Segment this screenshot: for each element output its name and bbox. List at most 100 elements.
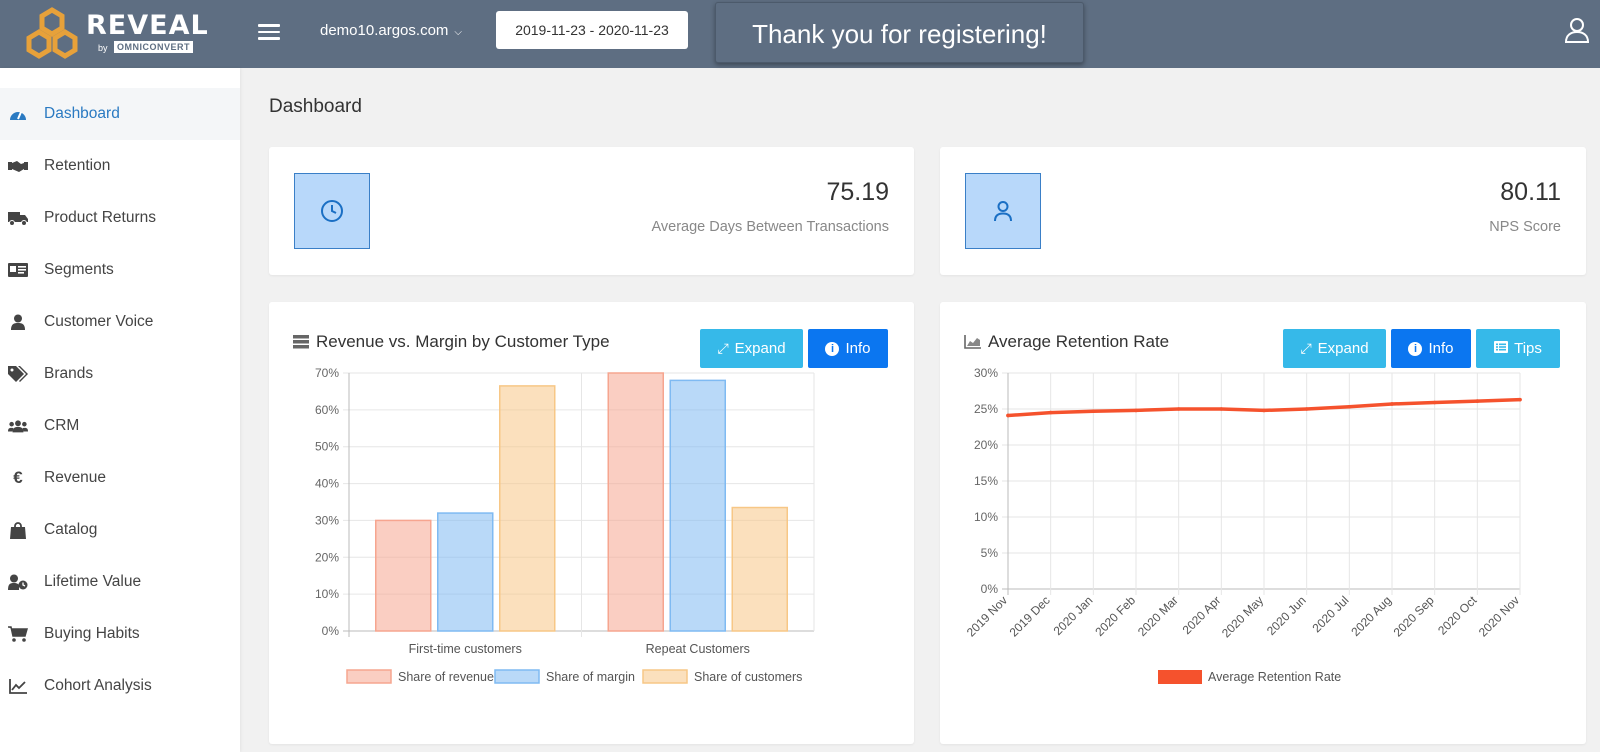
sidebar-item-label: Customer Voice <box>44 313 154 330</box>
x-tick-label: 2020 Apr <box>1180 593 1224 637</box>
tips-label: Tips <box>1514 340 1542 357</box>
toast-notification: Thank you for registering! <box>715 2 1084 63</box>
sidebar-item-brands[interactable]: Brands <box>0 348 240 400</box>
sidebar-item-label: Cohort Analysis <box>44 677 152 694</box>
cart-icon <box>8 624 28 644</box>
shopping-bag-icon <box>8 520 28 540</box>
legend-label: Share of customers <box>694 670 802 684</box>
gauge-icon <box>8 104 28 124</box>
data-point <box>1006 413 1010 418</box>
sidebar-item-label: Revenue <box>44 469 107 486</box>
legend-swatch <box>494 669 540 684</box>
line-chart-icon <box>8 676 28 696</box>
user-clock-icon <box>8 572 28 592</box>
expand-button[interactable]: ⤢ Expand <box>1283 329 1386 368</box>
handshake-icon <box>8 156 28 176</box>
hamburger-icon-line <box>258 37 280 40</box>
sidebar-item-revenue[interactable]: € Revenue <box>0 452 240 504</box>
bar <box>375 519 432 632</box>
expand-button[interactable]: ⤢ Expand <box>700 329 803 368</box>
expand-label: Expand <box>1317 340 1369 357</box>
sidebar-item-label: Segments <box>44 261 114 278</box>
area-chart-icon <box>964 335 981 349</box>
bar <box>607 372 664 632</box>
logo[interactable]: REVEAL by OMNICONVERT <box>22 6 208 62</box>
brand-by: by <box>98 43 108 53</box>
sidebar-item-label: Lifetime Value <box>44 573 142 590</box>
legend-label: Share of revenue <box>398 670 494 684</box>
chart-title: Revenue vs. Margin by Customer Type <box>293 332 610 352</box>
sidebar-item-label: Buying Habits <box>44 625 140 642</box>
sidebar-item-lifetime-value[interactable]: Lifetime Value <box>0 556 240 608</box>
list-icon <box>1494 340 1509 357</box>
info-button[interactable]: i Info <box>1391 329 1471 368</box>
top-bar: REVEAL by OMNICONVERT demo10.argos.com ⌵ … <box>0 0 1600 68</box>
hamburger-icon-line <box>258 24 280 27</box>
sidebar-item-buying-habits[interactable]: Buying Habits <box>0 608 240 660</box>
sidebar-item-catalog[interactable]: Catalog <box>0 504 240 556</box>
sidebar-item-dashboard[interactable]: Dashboard <box>0 88 240 140</box>
date-range-picker[interactable]: 2019-11-23 - 2020-11-23 <box>496 11 688 49</box>
data-point <box>1091 409 1096 413</box>
data-point <box>1347 405 1352 409</box>
id-card-icon <box>8 260 28 280</box>
y-tick-label: 30% <box>315 513 339 527</box>
sidebar: Dashboard Retention Product Returns Segm… <box>0 68 240 752</box>
tips-button[interactable]: Tips <box>1476 329 1560 368</box>
truck-icon <box>8 208 28 228</box>
data-point <box>1304 407 1309 411</box>
y-tick-label: 15% <box>974 474 998 488</box>
x-tick-label: 2020 May <box>1219 593 1266 640</box>
sidebar-item-segments[interactable]: Segments <box>0 244 240 296</box>
user-profile-icon[interactable] <box>1564 16 1590 44</box>
page-title: Dashboard <box>269 96 362 117</box>
euro-icon: € <box>13 468 23 487</box>
users-icon <box>8 416 28 436</box>
legend-label: Share of margin <box>546 670 635 684</box>
x-tick-label: 2019 Dec <box>1007 593 1053 639</box>
data-point <box>1048 410 1053 415</box>
data-point <box>1262 408 1266 413</box>
brand-name: REVEAL <box>86 10 209 41</box>
legend-swatch <box>1158 670 1202 684</box>
menu-toggle-button[interactable] <box>258 20 284 44</box>
kpi-value: 80.11 <box>1500 178 1561 206</box>
bar-chart: 0% 10% 20% 30% 40% 50% 60% 70% First-time custom… <box>315 366 815 684</box>
expand-icon: ⤢ <box>1300 340 1312 356</box>
x-tick-label: 2020 Aug <box>1348 593 1394 639</box>
domain-selector[interactable]: demo10.argos.com ⌵ <box>320 22 462 39</box>
sidebar-item-retention[interactable]: Retention <box>0 140 240 192</box>
hamburger-icon-line <box>258 30 280 33</box>
info-button[interactable]: i Info <box>808 329 888 368</box>
data-point <box>1390 402 1394 406</box>
brand-company: OMNICONVERT <box>114 41 193 53</box>
legend-swatch <box>642 669 688 684</box>
kpi-icon-box <box>294 173 370 249</box>
sidebar-item-customer-voice[interactable]: Customer Voice <box>0 296 240 348</box>
x-tick-label: 2020 Sep <box>1391 593 1437 639</box>
domain-label: demo10.argos.com <box>320 22 449 39</box>
user-icon <box>994 201 1012 222</box>
info-icon: i <box>825 341 840 356</box>
sidebar-item-cohort-analysis[interactable]: Cohort Analysis <box>0 660 240 712</box>
data-point <box>1432 400 1437 405</box>
tags-icon <box>8 364 28 384</box>
x-tick-label: 2020 Feb <box>1092 593 1138 639</box>
honeycomb-logo-icon <box>26 7 78 59</box>
sidebar-item-label: Brands <box>44 365 94 382</box>
y-tick-label: 20% <box>315 550 339 564</box>
sidebar-item-crm[interactable]: CRM <box>0 400 240 452</box>
kpi-label: Average Days Between Transactions <box>651 219 889 235</box>
data-point <box>1134 408 1138 413</box>
data-point <box>1475 399 1480 403</box>
data-point <box>1518 397 1522 402</box>
x-tick-label: 2020 Mar <box>1135 593 1181 639</box>
info-icon: i <box>1408 341 1423 356</box>
x-tick-label: Repeat Customers <box>646 642 750 656</box>
kpi-card-nps: 80.11 NPS Score <box>940 147 1586 275</box>
sidebar-item-product-returns[interactable]: Product Returns <box>0 192 240 244</box>
expand-label: Expand <box>734 340 786 357</box>
y-tick-label: 60% <box>315 403 339 417</box>
bar <box>731 506 788 632</box>
chart-title-text: Revenue vs. Margin by Customer Type <box>316 332 610 351</box>
